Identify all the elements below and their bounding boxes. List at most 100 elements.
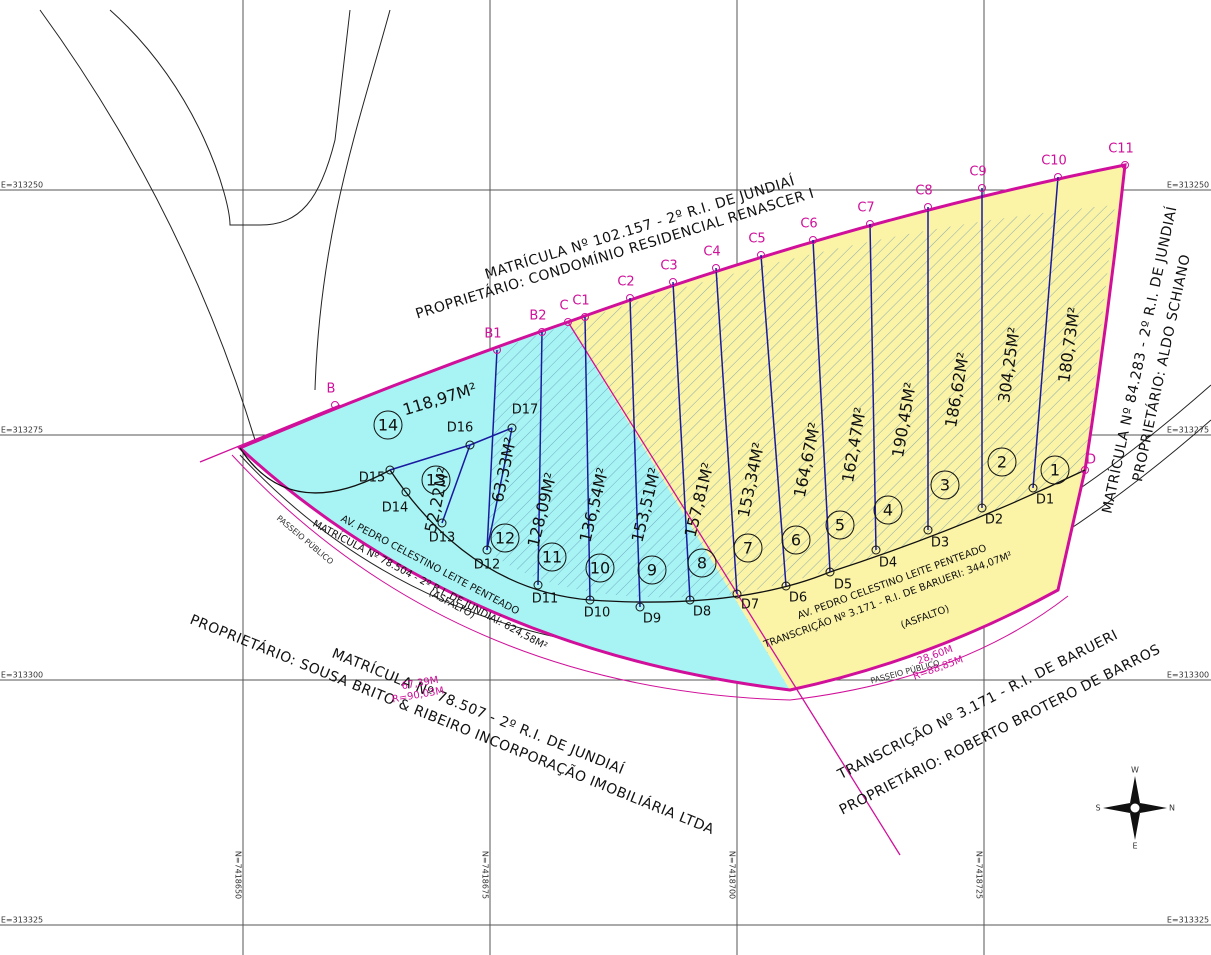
lot-line [469, 427, 513, 446]
lot-number-circle [637, 555, 667, 585]
compass-letter: E [1132, 842, 1137, 851]
point-label: C1 [572, 294, 589, 309]
compass-letter: S [1095, 804, 1100, 813]
point-label: C7 [857, 201, 874, 216]
building-hatch [487, 205, 1115, 598]
lot-line [869, 223, 877, 551]
lot-number: 13 [426, 471, 446, 490]
lot-line [486, 427, 513, 551]
point-label: C3 [660, 259, 677, 274]
lot-point [465, 440, 475, 450]
lot-line [715, 267, 738, 595]
grid-label: E=313325 [1167, 916, 1209, 925]
boundary-point [809, 236, 817, 244]
lot-number: 7 [743, 539, 753, 558]
lot-number-circle [873, 495, 903, 525]
grid-label: N=7418675 [481, 851, 490, 899]
grid-label: N=7418725 [975, 851, 984, 899]
boundary-point [924, 203, 932, 211]
lot-point [977, 503, 987, 513]
lot-number: 10 [590, 559, 610, 578]
point-label: C [559, 299, 568, 314]
point-label: D17 [512, 403, 539, 418]
lot-line [629, 297, 641, 608]
point-label: D2 [985, 513, 1003, 528]
lot-number: 3 [940, 476, 950, 495]
lot-number-circle [825, 510, 855, 540]
division-line [199, 404, 341, 463]
lot-number-circle [987, 447, 1017, 477]
division-line [567, 321, 901, 856]
boundary-point [493, 346, 501, 354]
point-label: D11 [532, 592, 559, 607]
lot-line [1032, 176, 1059, 489]
grid-label: E=313250 [1167, 181, 1209, 190]
lot-number-circle [421, 465, 451, 495]
point-label: D4 [879, 556, 897, 571]
lot-point [385, 465, 395, 475]
lot-point [825, 567, 835, 577]
point-label: D6 [789, 591, 807, 606]
point-label: D13 [429, 531, 456, 546]
lot-line [812, 239, 831, 573]
compass-letter: W [1131, 766, 1139, 775]
point-label: B [327, 382, 336, 397]
lot-number: 1 [1050, 461, 1060, 480]
lot-line [441, 444, 471, 524]
lot-point [781, 581, 791, 591]
point-label: C2 [617, 275, 634, 290]
lot-line [486, 349, 498, 551]
boundary-point [866, 220, 874, 228]
lot-number: 2 [997, 453, 1007, 472]
lot-line [672, 281, 691, 601]
lot-point [533, 580, 543, 590]
point-label: D9 [643, 612, 661, 627]
boundary-point [1121, 161, 1129, 169]
point-label: D5 [834, 578, 852, 593]
grid-label: E=313275 [1, 426, 43, 435]
grid-label: E=313250 [1, 181, 43, 190]
lot-number-circle [537, 542, 567, 572]
point-label: D16 [447, 421, 474, 436]
lot-point [871, 545, 881, 555]
point-label: D14 [382, 501, 409, 516]
point-label: C8 [915, 184, 932, 199]
grid-label: N=7418650 [234, 851, 243, 899]
lot-point [685, 595, 695, 605]
grid-label: E=313300 [1, 671, 43, 680]
arc-dimension [231, 454, 1069, 701]
lot-front-line [239, 447, 1086, 603]
point-label: C9 [969, 165, 986, 180]
lot-point [923, 525, 933, 535]
grid-label: E=313275 [1167, 426, 1209, 435]
point-label: C11 [1108, 142, 1134, 157]
lot-lines [389, 176, 1059, 608]
lot-point [1028, 483, 1038, 493]
lot-number-circle [781, 525, 811, 555]
boundary-point [1054, 173, 1062, 181]
lot-number-circle [490, 523, 520, 553]
lot-number: 6 [791, 531, 801, 550]
point-label: D10 [584, 606, 611, 621]
boundary-point [712, 264, 720, 272]
lot-number: 9 [647, 561, 657, 580]
boundary-point [564, 318, 572, 326]
point-label: C6 [800, 217, 817, 232]
compass-letter: N [1169, 804, 1175, 813]
lot-line [537, 331, 543, 586]
lot-number-circle [1040, 455, 1070, 485]
lot-number: 11 [542, 548, 562, 567]
boundary-point [669, 278, 677, 286]
lot-line [760, 254, 787, 587]
owner-registry: MATRÍCULA Nº 78.507 - 2º R.I. DE JUNDIAÍ [330, 645, 627, 778]
lot-number: 4 [883, 501, 893, 520]
lot-point [437, 518, 447, 528]
lot-number-circle [930, 470, 960, 500]
boundary-point [978, 184, 986, 192]
lot-line [584, 316, 591, 601]
property-boundary [237, 163, 1127, 692]
lot-number: 12 [495, 529, 515, 548]
grid-label: N=7418700 [728, 851, 737, 899]
point-label: C10 [1041, 154, 1067, 169]
